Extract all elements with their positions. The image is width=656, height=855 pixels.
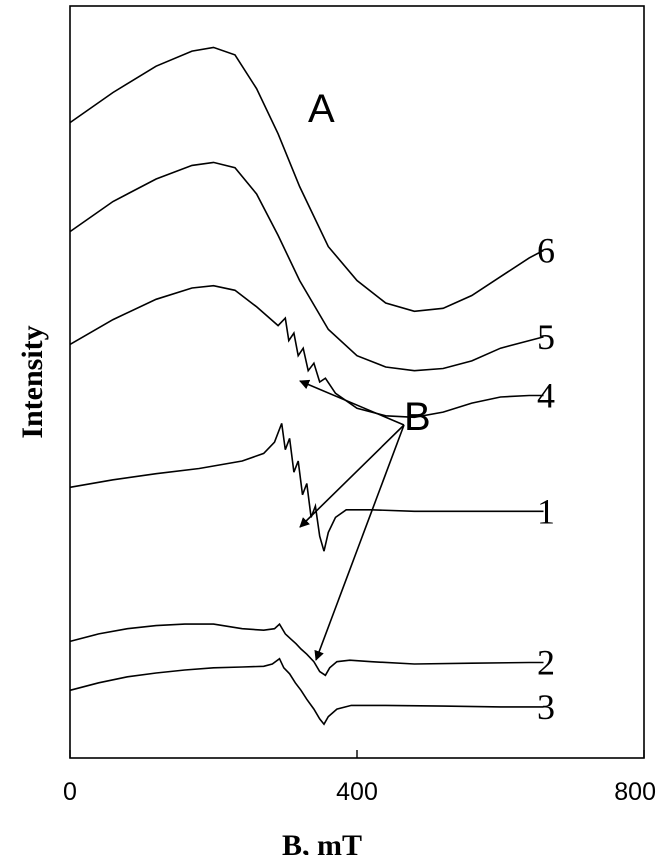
curve-labels: 6 5 4 1 2 3: [537, 230, 555, 726]
x-axis-title: B, mT: [282, 829, 362, 855]
curve-label-3: 3: [537, 687, 555, 727]
spectrum-curve-2: [69, 622, 544, 677]
annotation-a: A: [308, 87, 335, 131]
x-tick-label: 0: [63, 778, 77, 806]
plot-frame: [69, 5, 645, 759]
annotation-arrow: [314, 424, 405, 661]
curve-label-2: 2: [537, 642, 555, 682]
spectrum-curve-1: [69, 423, 544, 552]
x-tick-label: 400: [336, 778, 378, 806]
annotation-arrows: [299, 379, 405, 661]
annotation-b: B: [404, 395, 431, 439]
annotation-arrow: [299, 424, 405, 528]
annotation-arrow: [299, 379, 405, 426]
spectrum-curve-5: [69, 161, 544, 372]
curve-label-1: 1: [537, 491, 555, 531]
curve-label-6: 6: [537, 230, 555, 270]
spectrum-curve-6: [69, 46, 544, 313]
spectrum-curve-4: [69, 284, 544, 419]
spectrum-curves: [69, 46, 544, 726]
y-axis-title: Intensity: [16, 325, 49, 438]
x-axis-ticks: 0 400 800: [63, 750, 656, 806]
spectrum-curve-3: [69, 657, 544, 726]
x-tick-label: 800: [614, 778, 656, 806]
curve-label-4: 4: [537, 376, 555, 416]
curve-label-5: 5: [537, 317, 555, 357]
